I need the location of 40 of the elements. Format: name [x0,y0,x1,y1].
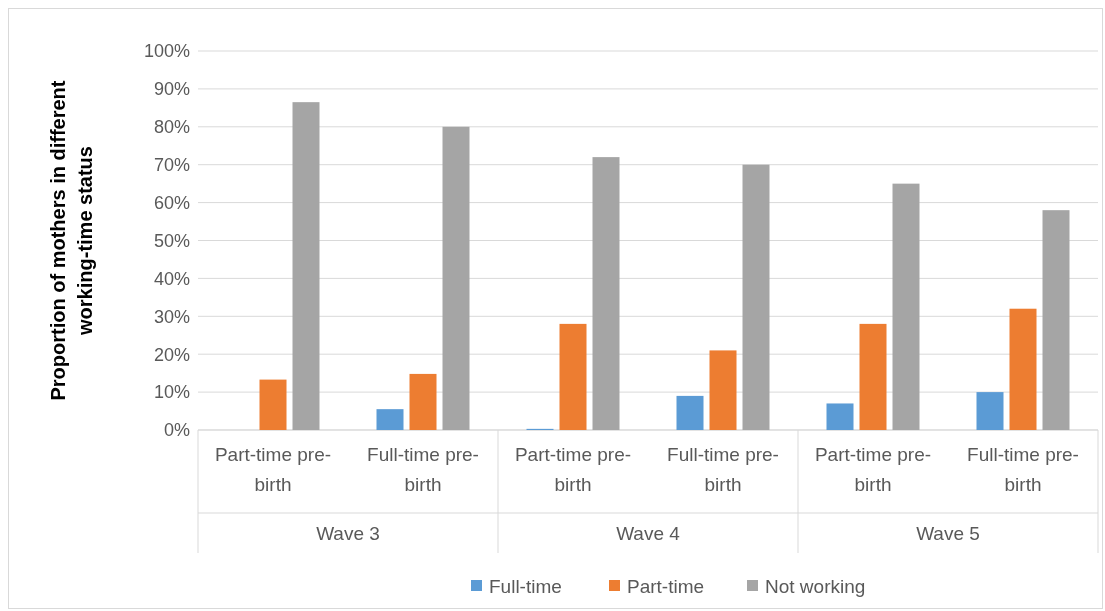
bar [976,392,1004,430]
text: Wave 3 [316,523,380,544]
x-tick-label: Part-time pre-birth [214,444,332,495]
x-tick-label: Full-time pre-birth [967,444,1079,495]
legend-label: Part-time [627,575,705,597]
y-tick-label: 30% [153,306,190,327]
bar [409,373,437,430]
bar [859,323,887,430]
bar [442,126,470,430]
y-tick-label: 0% [163,420,190,441]
bar [676,395,704,430]
y-tick-label: 100% [143,41,190,62]
y-tick-label: 70% [153,155,190,175]
y-axis-title: Proportion of mothers in different working-time status [47,80,96,401]
bar [709,350,737,430]
bar [592,157,620,430]
bar [892,183,920,430]
legend-label: Not working [765,575,866,597]
text: Wave 5 [916,523,980,544]
bar [376,409,404,430]
x-tick-label: Part-time pre-birth [514,444,632,495]
bar [259,379,287,430]
x-tick-label: Part-time pre-birth [814,444,932,495]
bar [1009,308,1037,430]
bar [1042,210,1070,430]
x-tick-label: Full-time pre-birth [367,444,479,495]
y-tick-label: 10% [153,382,190,403]
y-tick-label: 90% [153,79,190,100]
y-tick-label: 80% [153,117,190,138]
bar [292,102,320,430]
bar [826,403,854,430]
x-tick-label: Full-time pre-birth [667,444,779,495]
legend-label: Full-time [489,575,562,597]
y-tick-label: 20% [153,344,190,365]
y-tick-label: 60% [153,192,190,213]
y-tick-label: 40% [153,268,190,289]
text: Wave 4 [616,523,681,544]
bar [559,323,587,430]
bar [742,164,770,430]
y-tick-label: 50% [153,230,190,251]
